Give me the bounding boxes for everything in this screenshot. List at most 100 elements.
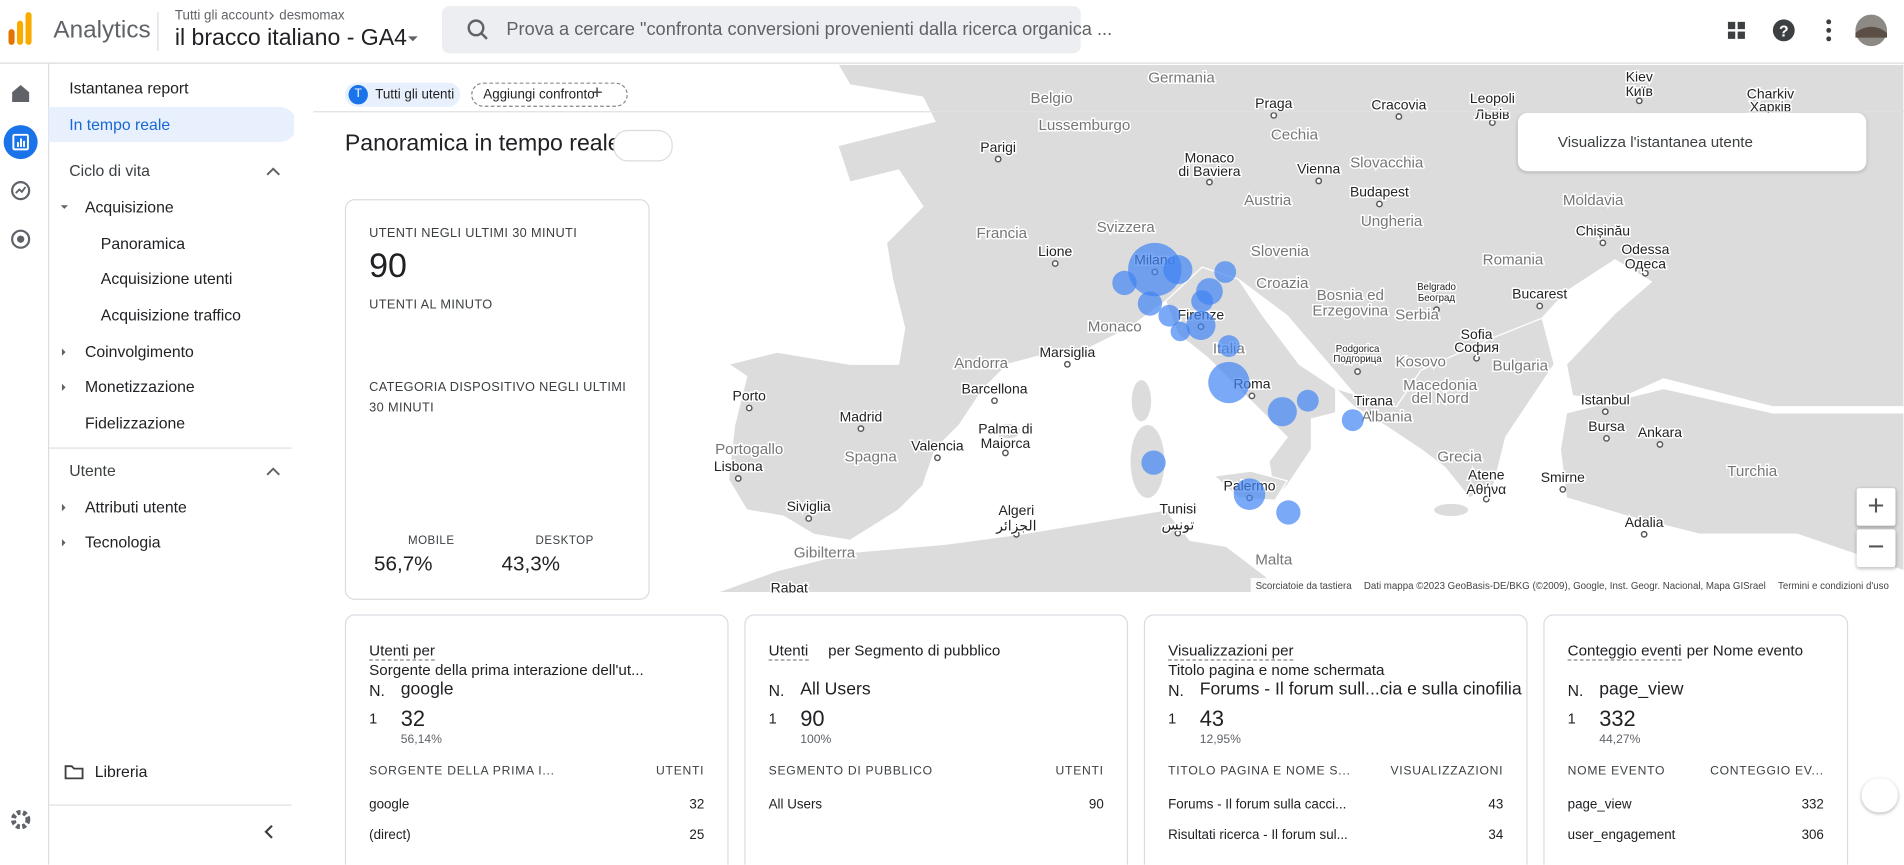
nav-item[interactable]: Libreria [94, 762, 148, 781]
zoom-button[interactable]: + [1856, 488, 1896, 526]
map-country-label: Grecia [1437, 448, 1482, 465]
table-header[interactable]: UTENTI [1055, 765, 1104, 779]
land [716, 509, 1289, 593]
row-label[interactable]: Forums - Il forum sulla cacci... [1168, 797, 1347, 813]
row-label[interactable]: page_view [1567, 797, 1632, 813]
map-user-bubble [1296, 389, 1319, 412]
nav-item[interactable]: Tecnologia [85, 533, 161, 552]
map-user-bubble [1112, 270, 1137, 296]
feedback-icon[interactable] [1861, 778, 1898, 813]
attribution-text[interactable]: Termini e condizioni d'uso [1777, 579, 1889, 591]
nav-item[interactable]: Monetizzazione [85, 377, 195, 396]
nav-item[interactable]: Acquisizione utenti [100, 269, 233, 288]
map-country-label: Francia [977, 225, 1028, 242]
settings-icon[interactable] [10, 809, 31, 830]
report-card: Visualizzazioni per Titolo pagina e nome … [1143, 614, 1528, 865]
map-country-label: Bulgaria [1492, 357, 1548, 374]
expand-icon[interactable] [60, 205, 69, 209]
nav-item[interactable]: Fidelizzazione [85, 414, 186, 433]
nav-item[interactable]: Ciclo di vita [69, 161, 150, 180]
nav-item[interactable]: Utente [69, 461, 116, 480]
top-share: 12,95% [1199, 733, 1241, 747]
map-city-dot [1315, 177, 1323, 185]
expand-icon[interactable] [61, 383, 66, 392]
property-name[interactable]: il bracco italiano - GA4 [174, 25, 407, 52]
help-icon[interactable] [1772, 19, 1795, 42]
collapse-nav-icon[interactable] [264, 824, 273, 839]
attribution-text[interactable]: Scorciatoie da tastiera [1255, 579, 1352, 591]
more-icon[interactable] [1826, 19, 1832, 42]
nav-item[interactable]: Coinvolgimento [85, 342, 194, 361]
map-country-label: Monaco [1088, 319, 1142, 336]
nav-item[interactable]: Acquisizione traffico [100, 306, 241, 325]
nav-item[interactable]: Panoramica [100, 234, 186, 253]
expand-icon[interactable] [61, 503, 66, 512]
metric-label: UTENTI NEGLI ULTIMI 30 MINUTI [369, 225, 578, 241]
land [727, 64, 1904, 541]
table-header[interactable]: SORGENTE DELLA PRIMA I... [369, 765, 555, 779]
map-country-label: Malta [1255, 552, 1293, 569]
map-city-label: Valencia [911, 438, 964, 454]
dropdown-icon[interactable] [408, 36, 418, 42]
table-header[interactable]: CONTEGGIO EV... [1710, 765, 1824, 779]
top-dimension: page_view [1599, 680, 1684, 700]
table-header[interactable]: TITOLO PAGINA E NOME S... [1168, 765, 1351, 779]
status-chip[interactable] [613, 129, 673, 162]
map-user-bubble [1128, 242, 1182, 297]
map-city-label: Rabat [771, 580, 808, 593]
row-label[interactable]: Risultati ricerca - Il forum sul... [1168, 828, 1348, 843]
summary-card: UTENTI NEGLI ULTIMI 30 MINUTI 90 UTENTI AL… [344, 199, 650, 600]
card-title[interactable]: Utenti per [369, 642, 435, 661]
expand-icon[interactable] [61, 348, 66, 356]
card-title[interactable]: Conteggio eventi [1567, 642, 1682, 661]
nav-item[interactable]: Acquisizione [85, 197, 174, 217]
row-label[interactable]: user_engagement [1567, 828, 1676, 843]
map-city-label: Smirne [1541, 469, 1585, 485]
collapse-icon[interactable] [266, 167, 280, 176]
map-city-dot [1369, 409, 1377, 417]
map-city-label: الجزائر [995, 518, 1036, 535]
row-label[interactable]: All Users [768, 797, 823, 813]
map-city-label: Porto [733, 388, 767, 404]
search-placeholder[interactable]: Prova a cercare "confronta conversioni p… [506, 19, 1113, 41]
table-header[interactable]: SEGMENTO DI PUBBLICO [768, 765, 933, 779]
add-comparison[interactable]: Aggiungi confronto [471, 82, 628, 107]
search-icon [467, 19, 485, 37]
nav-item[interactable]: Attributi utente [85, 497, 187, 517]
card-title[interactable]: Utenti [768, 642, 809, 661]
snapshot-link[interactable]: Visualizza l'istantanea utente [1557, 133, 1753, 151]
top-value: 332 [1599, 706, 1636, 732]
nav-item[interactable]: In tempo reale [69, 115, 171, 134]
map-city-label: Sofia [1461, 326, 1493, 342]
zoom-button[interactable]: − [1856, 529, 1896, 568]
table-header[interactable]: VISUALIZZAZIONI [1390, 765, 1504, 779]
card-subtitle[interactable]: Sorgente della prima interazione dell'ut… [369, 661, 644, 679]
map-city-label: Αθήνα [1466, 481, 1506, 497]
map-city-dot [1603, 434, 1610, 442]
table-header[interactable]: NOME EVENTO [1567, 765, 1666, 779]
map-city-label: Marsiglia [1039, 344, 1095, 360]
card-title[interactable]: Visualizzazioni per [1168, 642, 1294, 661]
rank: 1 [768, 710, 777, 728]
expand-icon[interactable] [61, 539, 66, 547]
map-city-dot [991, 397, 998, 405]
rank: 1 [1567, 710, 1576, 728]
home-icon[interactable] [12, 85, 30, 103]
search-box[interactable] [442, 6, 1081, 54]
map-country-label: Macedonia [1403, 377, 1478, 394]
nav-item[interactable]: Istantanea report [69, 78, 189, 98]
legend-value: 43,3% [501, 552, 561, 576]
row-label[interactable]: (direct) [369, 828, 411, 843]
row-label[interactable]: google [369, 797, 410, 813]
apps-icon[interactable] [1727, 21, 1745, 39]
map-user-bubble [1233, 478, 1266, 511]
advertising-icon[interactable] [11, 229, 31, 249]
explore-icon[interactable] [11, 181, 31, 201]
map-city-label: Barcellona [962, 380, 1028, 396]
segment-label[interactable]: Tutti gli utenti [375, 87, 455, 103]
collapse-icon[interactable] [266, 467, 280, 476]
plus-icon[interactable]: + [591, 82, 603, 104]
map-city-dot [805, 515, 813, 522]
table-header[interactable]: UTENTI [656, 765, 705, 779]
